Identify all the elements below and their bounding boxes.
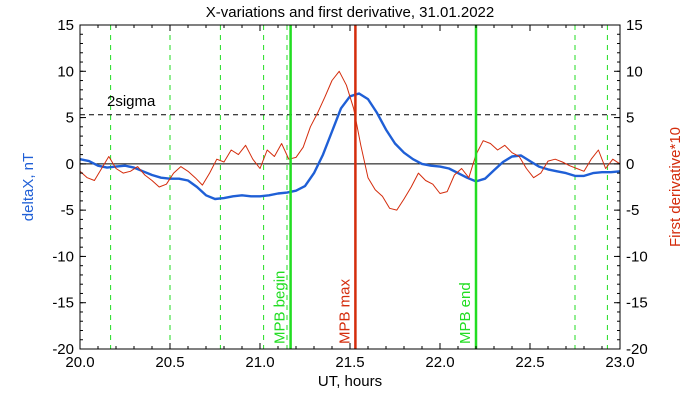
y-tick-label-left: -5 [61, 202, 74, 219]
x-tick-label: 23.0 [605, 354, 634, 371]
derivative-series-line [79, 70, 621, 211]
right-axis-label: First derivative*10 [667, 127, 684, 247]
x-tick-label: 21.5 [335, 354, 364, 371]
y-tick-label-left: -20 [52, 341, 74, 358]
x-axis-label: UT, hours [318, 373, 382, 390]
guide-lines [80, 25, 620, 349]
y-tick-label-right: -20 [626, 341, 648, 358]
left-axis-label: deltaX, nT [20, 153, 37, 221]
y-tick-label-right: -15 [626, 295, 648, 312]
sigma-label: 2sigma [107, 93, 156, 110]
y-tick-label-right: 0 [626, 156, 634, 173]
y-tick-label-right: 15 [626, 17, 643, 34]
chart-title: X-variations and first derivative, 31.01… [206, 4, 495, 21]
marker-label: MPB max [336, 278, 353, 344]
deltax-series-line [79, 92, 621, 201]
x-tick-label: 22.5 [515, 354, 544, 371]
event-markers: MPB begin MPB max MPB end [272, 25, 478, 349]
y-tick-label-right: 5 [626, 110, 634, 127]
x-tick-label: 22.0 [425, 354, 454, 371]
x-tick-label: 20.0 [65, 354, 94, 371]
y-tick-label-left: 10 [57, 63, 74, 80]
axes: 20.0 20.5 21.0 21.5 22.0 22.5 23.0 15 15 10 10 5 5 0 0… [52, 17, 647, 371]
y-tick-label-left: 15 [57, 17, 74, 34]
y-tick-label-right: -5 [626, 202, 639, 219]
marker-label: MPB end [457, 282, 474, 344]
x-tick-label: 20.5 [155, 354, 184, 371]
x-tick-label: 21.0 [245, 354, 274, 371]
plot-series [79, 70, 621, 211]
y-tick-label-left: 0 [66, 156, 74, 173]
marker-label: MPB begin [272, 271, 289, 344]
y-tick-label-left: 5 [66, 110, 74, 127]
y-tick-label-right: 10 [626, 63, 643, 80]
y-tick-label-right: -10 [626, 248, 648, 265]
y-tick-label-left: -15 [52, 295, 74, 312]
y-tick-label-left: -10 [52, 248, 74, 265]
